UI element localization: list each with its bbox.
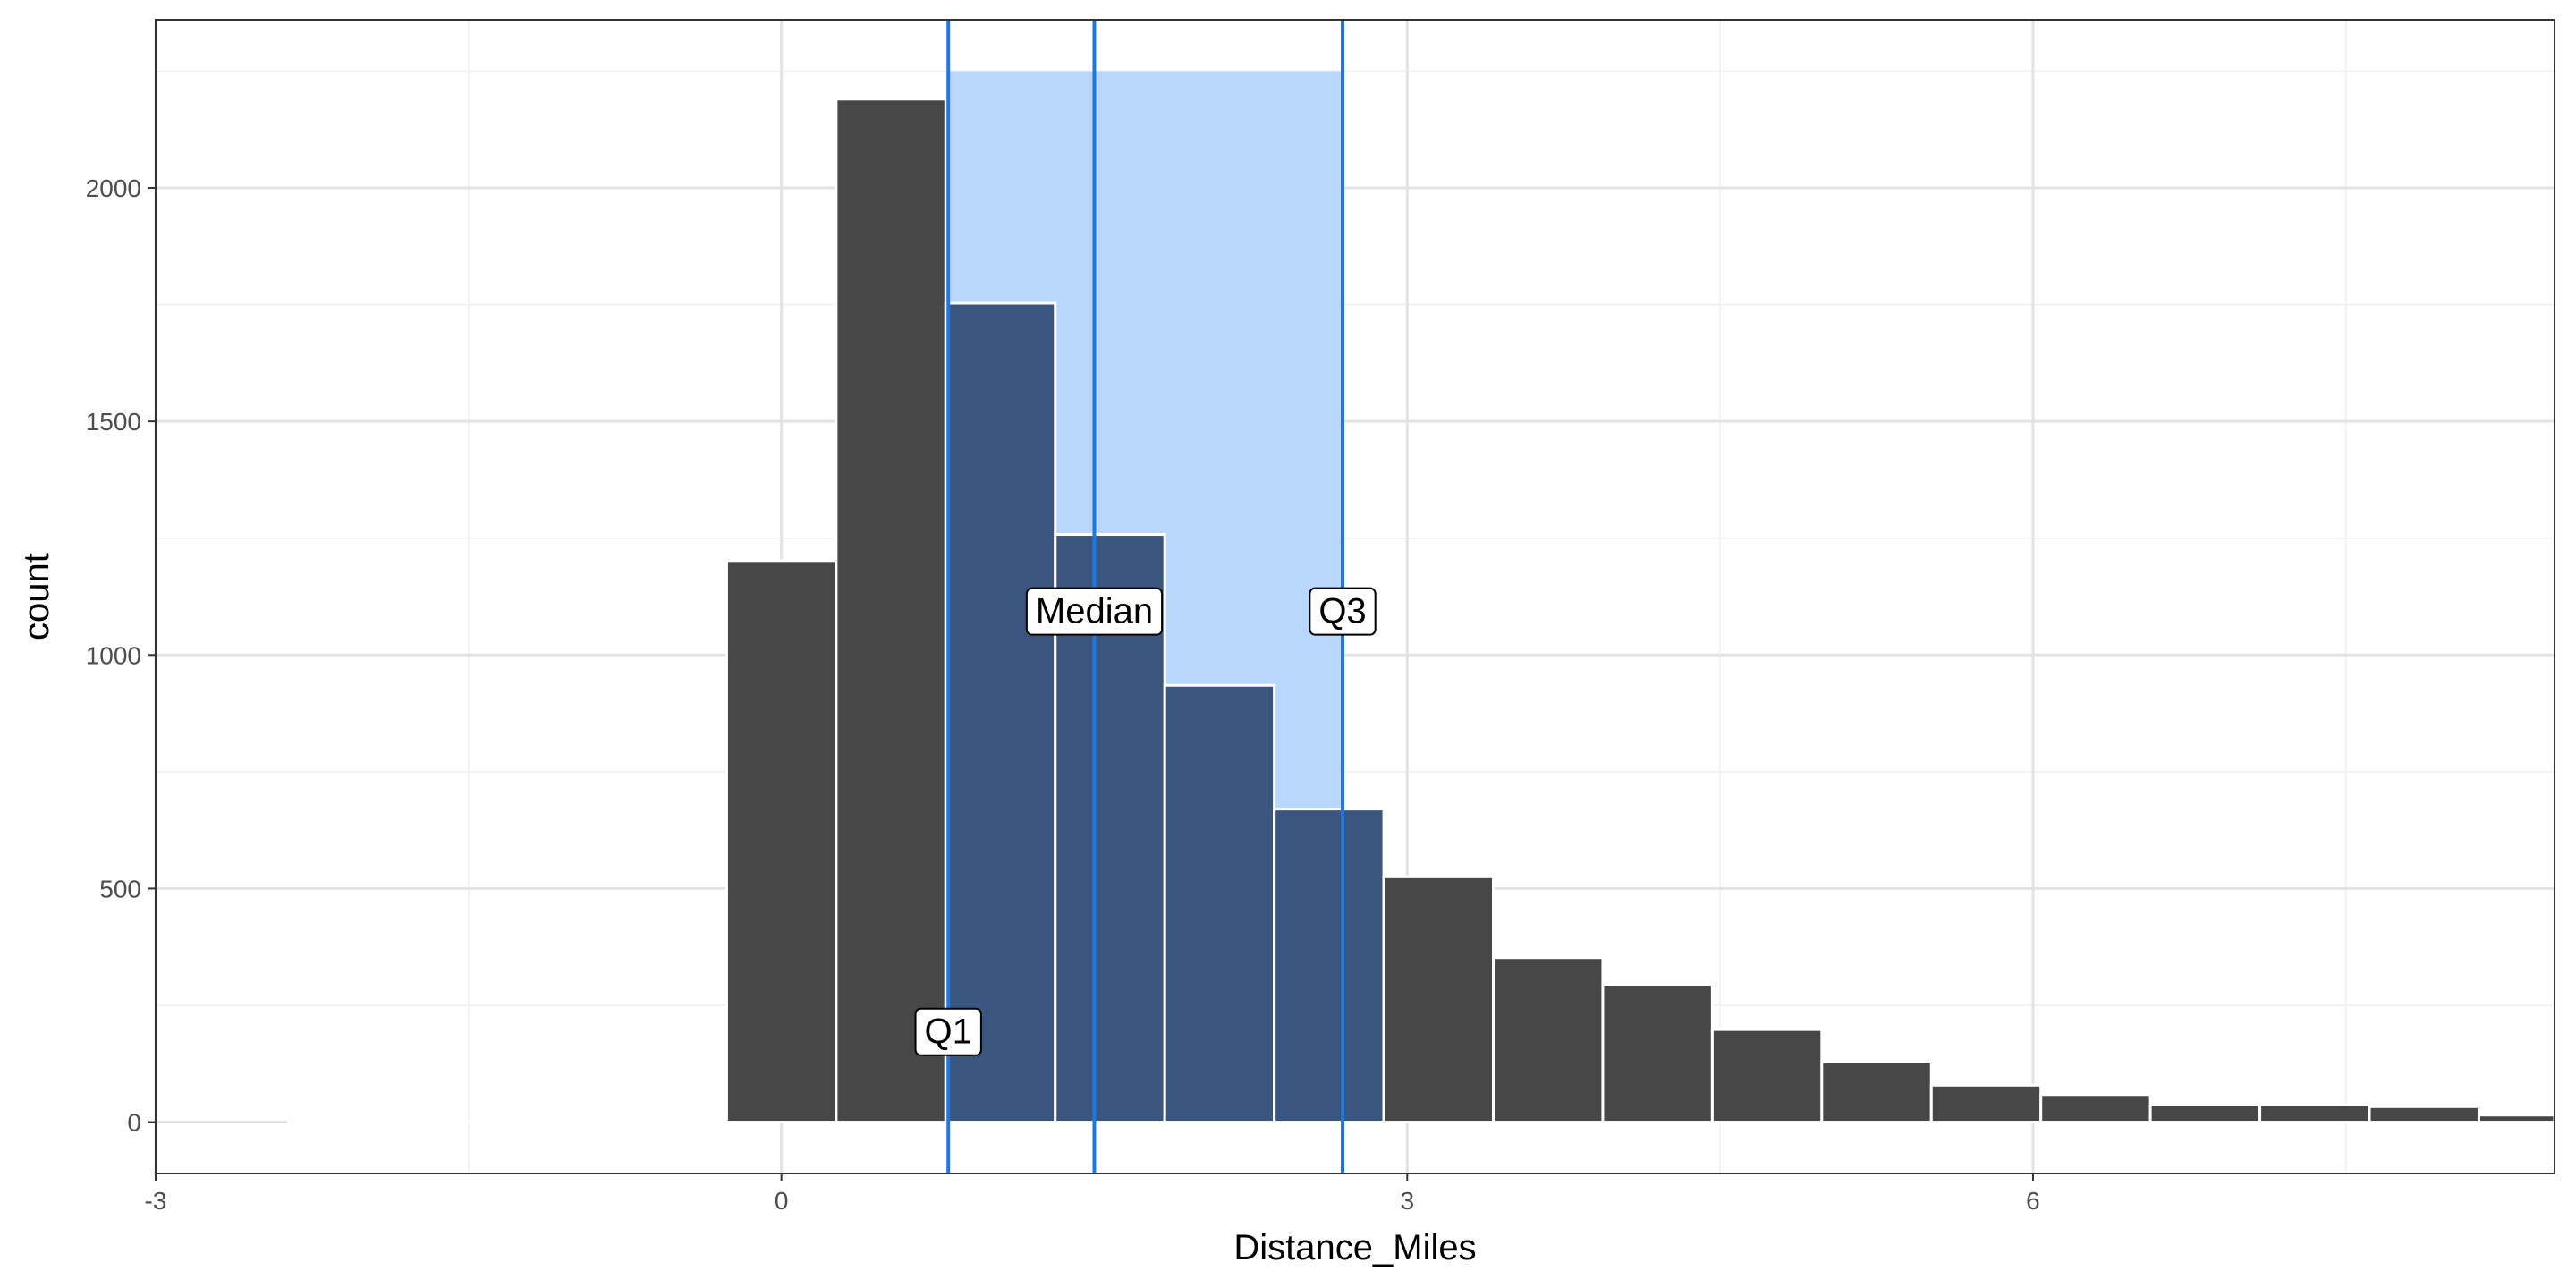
- histogram-bar: [1273, 808, 1385, 1124]
- quartile-label-median: Median: [1025, 587, 1164, 636]
- y-tick-label: 2000: [86, 174, 141, 202]
- quartile-label-q1: Q1: [914, 1007, 982, 1056]
- quartile-label-box: [914, 1007, 982, 1056]
- histogram-bar: [944, 301, 1057, 1124]
- x-tick-label: 3: [1401, 1187, 1415, 1215]
- y-tick-label: 0: [127, 1109, 141, 1137]
- y-tick-label: 500: [99, 875, 141, 902]
- histogram-bar: [2477, 1114, 2556, 1124]
- histogram-bar: [1382, 875, 1496, 1124]
- x-tick-label: 6: [2026, 1187, 2040, 1215]
- x-axis: -3 0 3 6: [145, 1174, 2040, 1215]
- y-tick-label: 1000: [86, 641, 141, 669]
- x-tick-label: 0: [775, 1187, 789, 1215]
- quartile-label-text: Q1: [925, 1013, 972, 1052]
- histogram-bar: [1929, 1083, 2043, 1124]
- histogram-bar: [1163, 683, 1276, 1124]
- y-axis: 0 500 1000 1500 2000: [86, 174, 156, 1137]
- histogram-bar: [1492, 956, 1605, 1124]
- quartile-label-box: [1025, 587, 1164, 636]
- histogram-bar: [2368, 1105, 2480, 1124]
- histogram-bar: [1820, 1060, 1933, 1124]
- quartile-labels: Q1 Median Q3: [914, 587, 1377, 1056]
- quartile-label-box: [1309, 587, 1377, 636]
- histogram-bar: [506, 1119, 619, 1124]
- histogram-bar: [2258, 1103, 2371, 1124]
- x-axis-title: Distance_Miles: [1233, 1228, 1476, 1267]
- histogram-bar: [2148, 1103, 2262, 1124]
- histogram-bar: [396, 1119, 510, 1124]
- histogram-bar: [2039, 1093, 2152, 1124]
- histogram-bar: [615, 1119, 728, 1124]
- histogram-bar: [1601, 982, 1714, 1124]
- y-axis-title: count: [17, 553, 56, 640]
- quartile-label-text: Median: [1036, 592, 1153, 631]
- histogram-bar: [1710, 1028, 1824, 1124]
- histogram-bar: [835, 97, 947, 1124]
- y-tick-label: 1500: [86, 408, 141, 436]
- histogram-bar: [287, 1119, 400, 1124]
- panel-border: [155, 19, 2555, 1174]
- quartile-label-text: Q3: [1318, 592, 1366, 631]
- quartile-label-q3: Q3: [1309, 587, 1377, 636]
- histogram-bar: [724, 559, 838, 1124]
- x-tick-label: -3: [145, 1187, 167, 1215]
